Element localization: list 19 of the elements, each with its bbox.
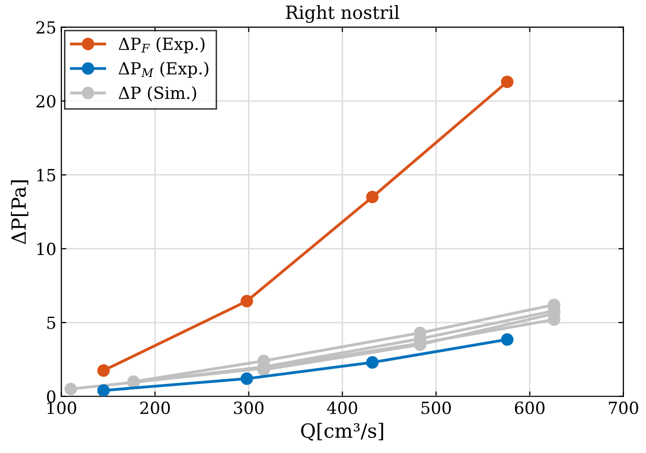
y-tick-label: 15 [37, 168, 56, 182]
x-tick-label: 700 [608, 402, 638, 414]
legend-label: ΔP$_{F}$ (Exp.) [118, 37, 204, 54]
x-tick-label: 500 [422, 402, 451, 414]
legend-label: ΔP (Sim.) [118, 86, 196, 102]
y-tick-label: 5 [47, 316, 56, 330]
y-axis-title: ΔP[Pa] [10, 180, 28, 244]
x-axis-title: Q[cm³/s] [301, 422, 384, 441]
y-tick-label: 0 [47, 390, 56, 403]
y-tick-label: 10 [37, 242, 56, 256]
x-tick-label: 300 [234, 402, 264, 414]
x-tick-label: 600 [514, 402, 545, 414]
y-tick-label: 20 [36, 94, 56, 108]
chart-title: Right nostril [286, 5, 400, 23]
x-tick-label: 100 [48, 402, 76, 414]
y-tick-label: 25 [36, 21, 56, 34]
x-tick-label: 200 [140, 402, 170, 414]
x-tick-label: 400 [326, 402, 358, 414]
legend-label: ΔP$_{M}$ (Exp.) [118, 62, 208, 78]
